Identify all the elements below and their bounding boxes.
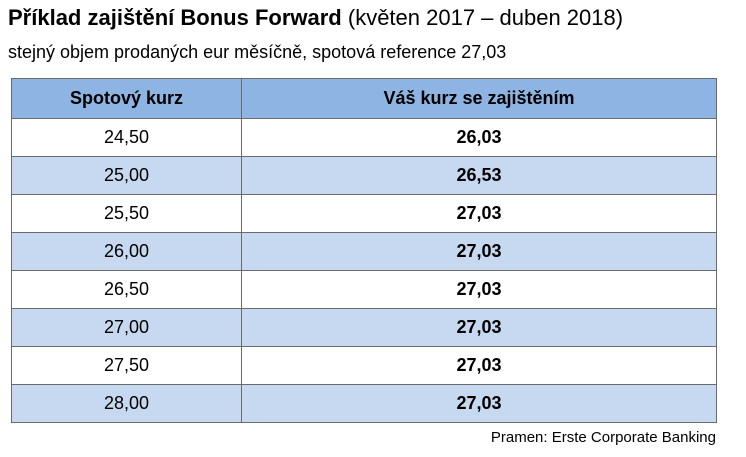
hedged-rate-cell: 27,03 <box>241 270 717 309</box>
table-header-row: Spotový kurz Váš kurz se zajištěním <box>11 78 717 119</box>
table-row: 25,00 26,53 <box>11 156 717 195</box>
subtitle: stejný objem prodaných eur měsíčně, spot… <box>8 42 507 62</box>
spot-rate-cell: 27,50 <box>11 346 242 385</box>
table-row: 26,50 27,03 <box>11 270 717 309</box>
hedged-rate-cell: 26,03 <box>241 118 717 157</box>
title-bold: Příklad zajištění Bonus Forward <box>8 5 342 30</box>
title-period: (květen 2017 – duben 2018) <box>341 5 624 30</box>
table-row: 27,50 27,03 <box>11 346 717 385</box>
spot-rate-cell: 25,50 <box>11 194 242 233</box>
table-row: 28,00 27,03 <box>11 384 717 423</box>
table-row: 25,50 27,03 <box>11 194 717 233</box>
spot-rate-cell: 26,00 <box>11 232 242 271</box>
table-row: 27,00 27,03 <box>11 308 717 347</box>
spot-rate-cell: 26,50 <box>11 270 242 309</box>
table-row: 24,50 26,03 <box>11 118 717 157</box>
hedged-rate-cell: 27,03 <box>241 194 717 233</box>
spot-rate-cell: 27,00 <box>11 308 242 347</box>
hedged-rate-cell: 27,03 <box>241 232 717 271</box>
spot-rate-cell: 24,50 <box>11 118 242 157</box>
hedged-rate-cell: 27,03 <box>241 308 717 347</box>
header-spot-rate: Spotový kurz <box>11 78 242 119</box>
table-row: 26,00 27,03 <box>11 232 717 271</box>
header-hedged-rate: Váš kurz se zajištěním <box>241 78 717 119</box>
hedged-rate-cell: 27,03 <box>241 384 717 423</box>
spot-rate-cell: 28,00 <box>11 384 242 423</box>
hedged-rate-cell: 27,03 <box>241 346 717 385</box>
rate-table: Spotový kurz Váš kurz se zajištěním 24,5… <box>11 78 717 423</box>
hedged-rate-cell: 26,53 <box>241 156 717 195</box>
source-note: Pramen: Erste Corporate Banking <box>490 429 716 446</box>
page-title: Příklad zajištění Bonus Forward (květen … <box>8 4 623 32</box>
spot-rate-cell: 25,00 <box>11 156 242 195</box>
